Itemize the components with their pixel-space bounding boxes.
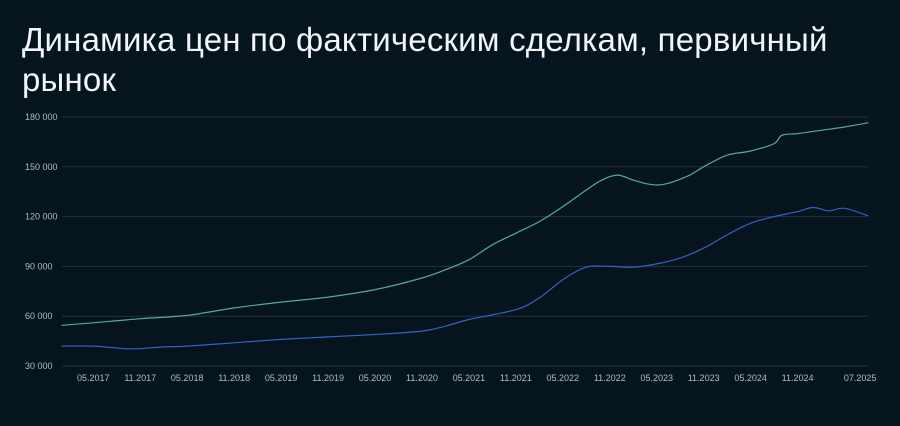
- x-tick-label: 11.2020: [406, 373, 438, 383]
- x-tick-label: 05.2023: [640, 373, 673, 383]
- x-tick-label: 11.2024: [782, 373, 814, 383]
- y-axis: 30 000 60 000 90 000 120 000 150 000 180 000: [25, 112, 58, 371]
- series-line-lower: [61, 206, 869, 350]
- x-tick-label: 05.2022: [547, 373, 580, 383]
- chart-title: Динамика цен по фактическим сделкам, пер…: [22, 21, 828, 98]
- x-tick-label: 11.2019: [312, 373, 344, 383]
- x-tick-label: 07.2025: [844, 373, 877, 383]
- x-tick-label: 11.2023: [688, 373, 720, 383]
- x-tick-label: 05.2019: [265, 373, 298, 383]
- x-tick-label: 05.2024: [734, 373, 767, 383]
- y-tick-label: 180 000: [25, 112, 58, 122]
- x-tick-label: 11.2018: [218, 373, 250, 383]
- series-line-upper: [61, 122, 869, 326]
- series-group: [61, 122, 869, 350]
- y-tick-label: 120 000: [25, 212, 58, 222]
- x-tick-label: 11.2022: [594, 373, 626, 383]
- x-tick-label: 11.2017: [124, 373, 156, 383]
- x-tick-label: 05.2017: [77, 373, 110, 383]
- x-tick-label: 11.2021: [500, 373, 532, 383]
- y-grid: [62, 116, 868, 367]
- y-tick-label: 60 000: [25, 311, 53, 321]
- y-tick-label: 30 000: [25, 361, 53, 371]
- x-axis: 05.2017 11.2017 05.2018 11.2018 05.2019 11.20…: [77, 373, 876, 383]
- y-tick-label: 150 000: [25, 162, 58, 172]
- y-tick-label: 90 000: [25, 261, 53, 271]
- x-tick-label: 05.2021: [453, 373, 486, 383]
- x-tick-label: 05.2018: [171, 373, 204, 383]
- x-tick-label: 05.2020: [359, 373, 392, 383]
